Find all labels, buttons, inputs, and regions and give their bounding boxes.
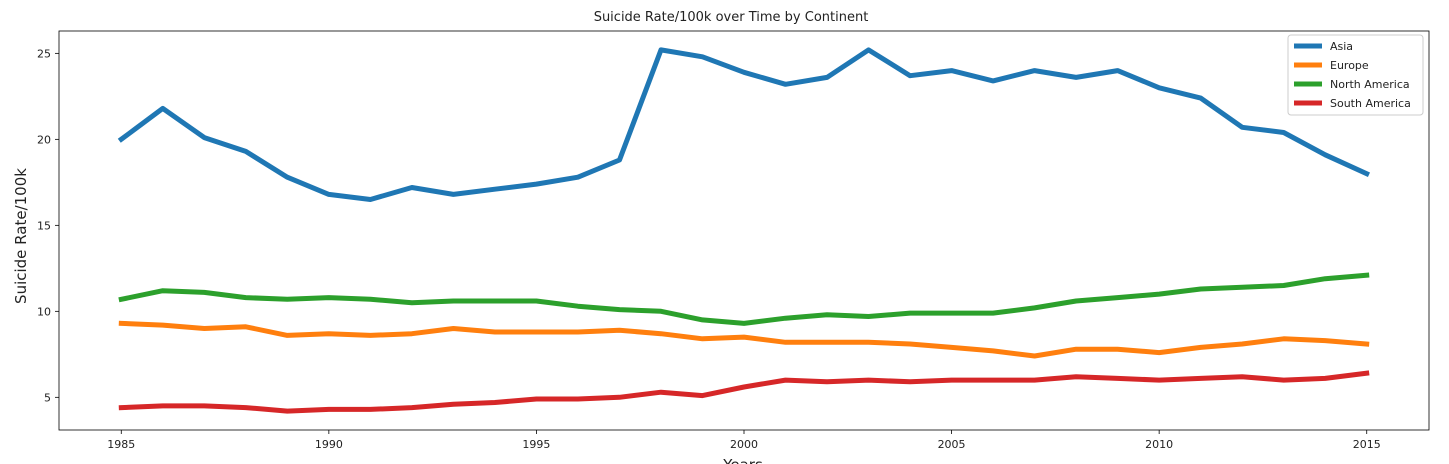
series-line-south-america [118, 370, 1370, 414]
y-tick-label: 25 [37, 47, 51, 60]
x-tick-label: 2015 [1353, 438, 1381, 451]
y-tick-label: 20 [37, 133, 51, 146]
x-tick-label: 1990 [315, 438, 343, 451]
legend-label: Asia [1330, 40, 1353, 53]
x-axis-label: Years [722, 456, 763, 464]
x-tick-label: 2000 [730, 438, 758, 451]
y-axis-label: Suicide Rate/100k [12, 168, 30, 304]
plot-frame [58, 30, 1430, 431]
x-tick-label: 1995 [522, 438, 550, 451]
legend: Asia Europe North America South America [1287, 34, 1424, 116]
x-tick-label: 1985 [107, 438, 135, 451]
y-tick-label: 5 [44, 391, 51, 404]
series-line-europe [118, 320, 1370, 359]
y-axis: 5 10 15 20 25 [37, 47, 59, 404]
x-axis: 1985 1990 1995 2000 2005 2010 2015 [107, 430, 1381, 451]
legend-label: Europe [1330, 59, 1369, 72]
plot-area [58, 30, 1430, 431]
legend-box [1287, 34, 1424, 116]
series-line-north-america [118, 272, 1370, 326]
legend-label: South America [1330, 97, 1411, 110]
legend-label: North America [1330, 78, 1410, 91]
chart-title: Suicide Rate/100k over Time by Continent [594, 10, 869, 25]
y-tick-label: 10 [37, 305, 51, 318]
x-tick-label: 2005 [938, 438, 966, 451]
series-line-asia [117, 47, 1371, 202]
y-tick-label: 15 [37, 219, 51, 232]
x-tick-label: 2010 [1145, 438, 1173, 451]
